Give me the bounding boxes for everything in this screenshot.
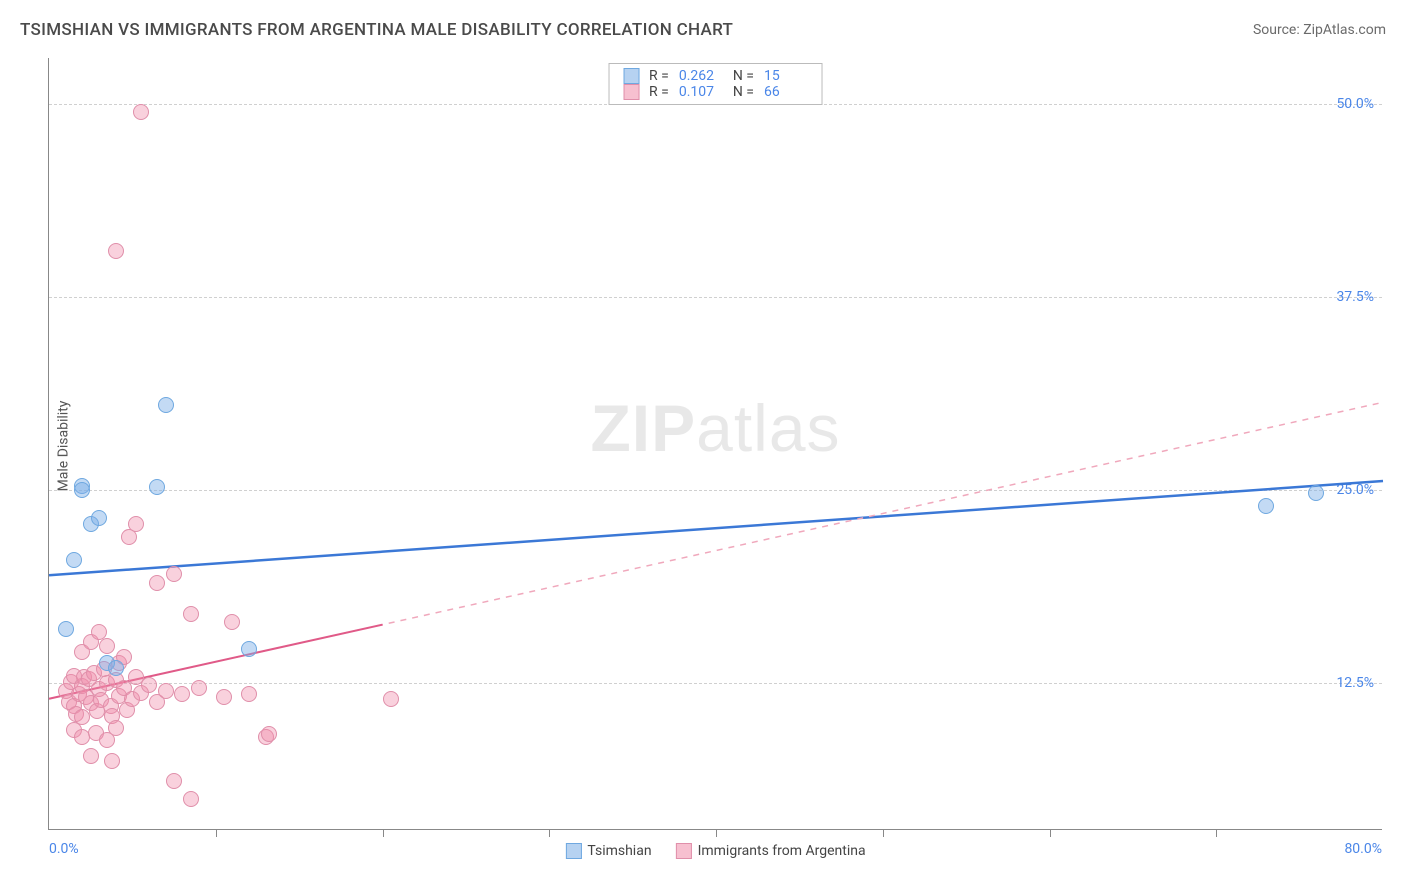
scatter-point — [108, 720, 124, 736]
title-bar: TSIMSHIAN VS IMMIGRANTS FROM ARGENTINA M… — [20, 20, 1386, 40]
scatter-point — [383, 691, 399, 707]
r-label: R = — [649, 84, 669, 100]
n-label: N = — [733, 68, 754, 84]
n-label: N = — [733, 84, 754, 100]
x-tick — [549, 829, 550, 837]
y-tick-label: 50.0% — [1336, 96, 1374, 112]
r-value: 0.107 — [679, 84, 723, 100]
x-tick — [383, 829, 384, 837]
scatter-point — [99, 638, 115, 654]
legend-swatch — [623, 84, 639, 100]
watermark: ZIPatlas — [590, 390, 840, 466]
scatter-point — [191, 680, 207, 696]
series-legend: Tsimshian Immigrants from Argentina — [565, 843, 865, 859]
legend-swatch — [676, 843, 692, 859]
chart-title: TSIMSHIAN VS IMMIGRANTS FROM ARGENTINA M… — [20, 20, 733, 40]
gridline — [49, 490, 1382, 491]
x-tick — [1216, 829, 1217, 837]
scatter-point — [158, 683, 174, 699]
regression-lines — [49, 58, 1382, 829]
scatter-point — [108, 243, 124, 259]
scatter-point — [133, 104, 149, 120]
scatter-point — [74, 482, 90, 498]
correlation-legend: R = 0.262 N = 15 R = 0.107 N = 66 — [608, 63, 823, 105]
x-tick — [883, 829, 884, 837]
n-value: 15 — [764, 68, 808, 84]
scatter-point — [1258, 498, 1274, 514]
scatter-point — [158, 397, 174, 413]
scatter-point — [149, 479, 165, 495]
scatter-point — [166, 566, 182, 582]
correlation-legend-row: R = 0.107 N = 66 — [623, 84, 808, 100]
scatter-point — [183, 606, 199, 622]
y-tick-label: 37.5% — [1336, 289, 1374, 305]
x-tick — [716, 829, 717, 837]
legend-swatch — [565, 843, 581, 859]
x-max-label: 80.0% — [1344, 841, 1382, 857]
scatter-point — [261, 726, 277, 742]
x-tick — [216, 829, 217, 837]
scatter-point — [108, 660, 124, 676]
x-min-label: 0.0% — [49, 841, 79, 857]
scatter-point — [224, 614, 240, 630]
gridline — [49, 297, 1382, 298]
x-tick — [1050, 829, 1051, 837]
scatter-point — [104, 753, 120, 769]
series-legend-label: Immigrants from Argentina — [698, 843, 866, 859]
chart-plot-area: 12.5%25.0%37.5%50.0%0.0%80.0%ZIPatlasR =… — [48, 58, 1382, 830]
series-legend-item: Immigrants from Argentina — [676, 843, 866, 859]
scatter-point — [241, 641, 257, 657]
scatter-point — [166, 773, 182, 789]
scatter-point — [149, 575, 165, 591]
scatter-point — [83, 748, 99, 764]
scatter-point — [128, 516, 144, 532]
scatter-point — [66, 552, 82, 568]
scatter-point — [183, 791, 199, 807]
scatter-point — [1308, 485, 1324, 501]
series-legend-item: Tsimshian — [565, 843, 651, 859]
scatter-point — [241, 686, 257, 702]
y-tick-label: 25.0% — [1336, 482, 1374, 498]
scatter-point — [174, 686, 190, 702]
scatter-point — [58, 621, 74, 637]
r-label: R = — [649, 68, 669, 84]
legend-swatch — [623, 68, 639, 84]
source-label: Source: ZipAtlas.com — [1253, 22, 1386, 38]
scatter-point — [216, 689, 232, 705]
y-tick-label: 12.5% — [1336, 675, 1374, 691]
gridline — [49, 683, 1382, 684]
correlation-legend-row: R = 0.262 N = 15 — [623, 68, 808, 84]
n-value: 66 — [764, 84, 808, 100]
scatter-point — [91, 510, 107, 526]
r-value: 0.262 — [679, 68, 723, 84]
series-legend-label: Tsimshian — [587, 843, 651, 859]
scatter-point — [141, 677, 157, 693]
